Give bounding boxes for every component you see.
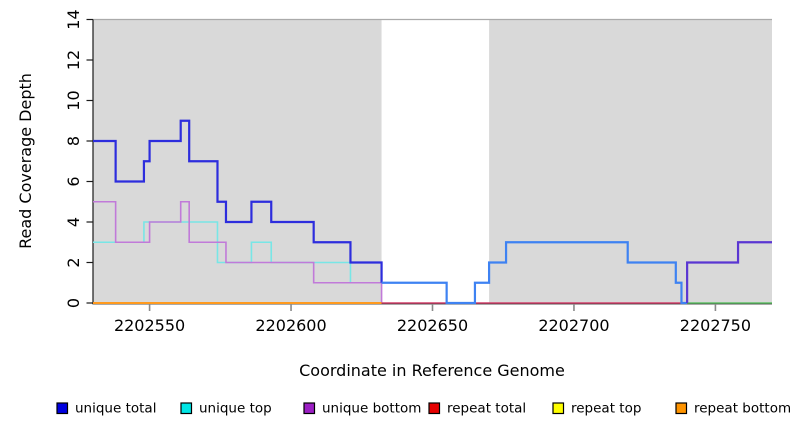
- x-tick-label: 2202600: [255, 316, 326, 335]
- y-axis-title: Read Coverage Depth: [16, 73, 35, 249]
- series-lines-layer: [93, 119, 772, 305]
- y-tick-label: 8: [64, 136, 83, 146]
- plot-shaded-area-right: [489, 19, 772, 304]
- tick-labels-layer: 2202550 2202600 2202650 2202700 2202750 0 2 4 6 8…: [64, 9, 751, 335]
- legend-label-unique-bottom: unique bottom: [322, 401, 421, 417]
- legend-swatch-unique-top: [180, 402, 193, 415]
- legend-label-unique-total: unique total: [75, 401, 156, 417]
- legend: unique total unique top unique bottom repea…: [56, 401, 791, 417]
- y-tick-label: 14: [64, 9, 83, 29]
- legend-label-repeat-bottom: repeat bottom: [694, 401, 791, 417]
- legend-swatch-unique-total: [56, 402, 69, 415]
- legend-label-repeat-total: repeat total: [447, 401, 526, 417]
- y-tick-label: 0: [64, 298, 83, 308]
- x-tick-label: 2202650: [397, 316, 468, 335]
- legend-swatch-unique-bottom: [303, 402, 316, 415]
- y-tick-label: 12: [64, 50, 83, 70]
- x-tick-label: 2202550: [114, 316, 185, 335]
- y-tick-label: 6: [64, 176, 83, 186]
- series-line-unique-bottom-line: [93, 200, 383, 303]
- series-line-unique-top-line: [93, 221, 382, 284]
- legend-swatch-repeat-bottom: [675, 402, 688, 415]
- series-line-unique-total-left: [93, 119, 383, 283]
- series-line-unique-total-right: [686, 241, 772, 303]
- plot-background-layer: [93, 18, 772, 304]
- x-tick-label: 2202750: [680, 316, 751, 335]
- legend-label-repeat-top: repeat top: [571, 401, 641, 417]
- y-tick-label: 4: [64, 217, 83, 227]
- legend-swatch-repeat-total: [428, 402, 441, 415]
- x-axis-title: Coordinate in Reference Genome: [299, 361, 565, 380]
- y-tick-label: 2: [64, 257, 83, 267]
- x-tick-label: 2202700: [538, 316, 609, 335]
- legend-label-unique-top: unique top: [199, 401, 272, 417]
- legend-swatch-repeat-top: [552, 402, 565, 415]
- y-tick-label: 10: [64, 90, 83, 110]
- plot-shaded-area-left: [93, 19, 382, 304]
- series-line-unique-total-middle: [381, 241, 688, 305]
